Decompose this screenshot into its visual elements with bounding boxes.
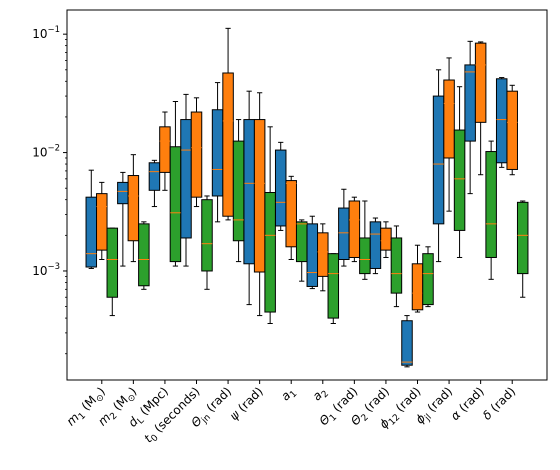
- box-iqr: [306, 223, 319, 287]
- box-theta2-series-2: [380, 221, 392, 258]
- box-iqr: [380, 227, 392, 251]
- box-phi12-series-3: [422, 246, 434, 308]
- box-delta-series-3: [516, 200, 529, 298]
- box-m1-series-1: [85, 169, 98, 269]
- box-m2-series-3: [138, 221, 150, 290]
- box-iqr: [169, 146, 182, 263]
- box-iqr: [495, 78, 508, 164]
- box-iqr: [317, 232, 329, 277]
- box-psi-series-1: [243, 90, 255, 306]
- box-m1-series-2: [96, 181, 108, 260]
- box-iqr: [485, 151, 497, 258]
- y-tick-label: 10−3: [32, 262, 60, 278]
- box-theta-jn-series-1: [211, 82, 224, 223]
- box-a2-series-2: [317, 223, 329, 292]
- box-iqr: [369, 221, 382, 269]
- box-iqr: [506, 90, 518, 170]
- box-theta1-series-2: [348, 196, 361, 263]
- box-iqr: [411, 263, 424, 311]
- box-iqr: [432, 95, 445, 225]
- box-iqr: [180, 119, 192, 239]
- box-t0-series-3: [201, 195, 213, 290]
- box-iqr: [464, 64, 476, 142]
- box-phi-jl-series-1: [432, 69, 445, 263]
- x-tick-label-a1: a1: [278, 384, 299, 405]
- box-theta1-series-1: [338, 188, 350, 267]
- box-iqr: [148, 162, 161, 191]
- box-alpha-series-2: [474, 41, 487, 176]
- box-a1-series-2: [285, 175, 297, 260]
- box-iqr: [327, 253, 340, 319]
- box-iqr: [359, 237, 371, 275]
- y-tick-label: 10−1: [32, 25, 60, 41]
- box-theta2-series-3: [390, 225, 403, 308]
- box-psi-series-2: [253, 92, 266, 317]
- box-theta-jn-series-3: [232, 119, 245, 263]
- box-dl-series-1: [148, 159, 161, 208]
- y-axis: 10−3 10−2 10−1: [32, 25, 67, 355]
- box-plot-area: [85, 27, 529, 368]
- box-iqr: [117, 181, 129, 205]
- box-iqr: [295, 221, 308, 263]
- box-a1-series-3: [295, 219, 308, 282]
- box-phi-jl-series-3: [453, 86, 466, 258]
- box-iqr: [159, 126, 171, 173]
- box-iqr: [422, 253, 434, 306]
- plot-frame: [66, 9, 548, 381]
- box-m1-series-3: [106, 227, 119, 317]
- box-m2-series-1: [117, 171, 129, 267]
- box-m2-series-2: [127, 154, 140, 263]
- box-iqr: [338, 207, 350, 260]
- box-iqr: [516, 201, 529, 275]
- box-psi-series-3: [264, 126, 276, 325]
- box-iqr: [443, 79, 455, 159]
- box-a2-series-1: [306, 215, 319, 290]
- box-iqr: [401, 320, 413, 366]
- y-tick-label: 10−2: [32, 144, 60, 160]
- box-theta1-series-3: [359, 200, 371, 280]
- box-delta-series-2: [506, 84, 518, 176]
- box-dl-series-2: [159, 111, 171, 191]
- box-iqr: [211, 109, 224, 197]
- box-iqr: [285, 180, 297, 248]
- box-delta-series-1: [495, 77, 508, 168]
- box-iqr: [138, 223, 150, 287]
- box-phi12-series-1: [401, 315, 413, 368]
- box-iqr: [453, 129, 466, 231]
- box-iqr: [106, 227, 119, 298]
- box-iqr: [127, 175, 140, 242]
- box-iqr: [348, 200, 361, 258]
- box-iqr: [222, 72, 234, 217]
- box-theta2-series-1: [369, 217, 382, 275]
- box-a1-series-1: [274, 141, 287, 231]
- box-iqr: [190, 111, 203, 198]
- x-tick-label-delta: δ (rad): [480, 384, 518, 422]
- box-alpha-series-3: [485, 140, 497, 280]
- box-dl-series-3: [169, 100, 182, 267]
- box-iqr: [253, 119, 266, 273]
- box-iqr: [390, 237, 403, 294]
- box-iqr: [201, 199, 213, 272]
- box-iqr: [232, 140, 245, 242]
- box-alpha-series-1: [464, 40, 476, 195]
- x-tick-label-alpha: α (rad): [448, 384, 487, 423]
- box-iqr: [85, 196, 98, 268]
- box-phi12-series-2: [411, 244, 424, 313]
- box-iqr: [96, 193, 108, 251]
- x-axis: m1 (M⊙)m2 (M⊙)dL (Mpc)t0 (seconds)Θjn (r…: [64, 380, 518, 446]
- box-iqr: [243, 119, 255, 265]
- box-a2-series-3: [327, 253, 340, 325]
- box-t0-series-2: [190, 97, 203, 208]
- box-t0-series-1: [180, 93, 192, 267]
- box-theta-jn-series-2: [222, 27, 234, 221]
- box-iqr: [274, 149, 287, 227]
- box-iqr: [264, 192, 276, 313]
- box-phi-jl-series-2: [443, 57, 455, 212]
- x-tick-label-a2: a2: [310, 384, 331, 405]
- box-iqr: [474, 42, 487, 123]
- x-tick-label-psi: ψ (rad): [227, 384, 266, 423]
